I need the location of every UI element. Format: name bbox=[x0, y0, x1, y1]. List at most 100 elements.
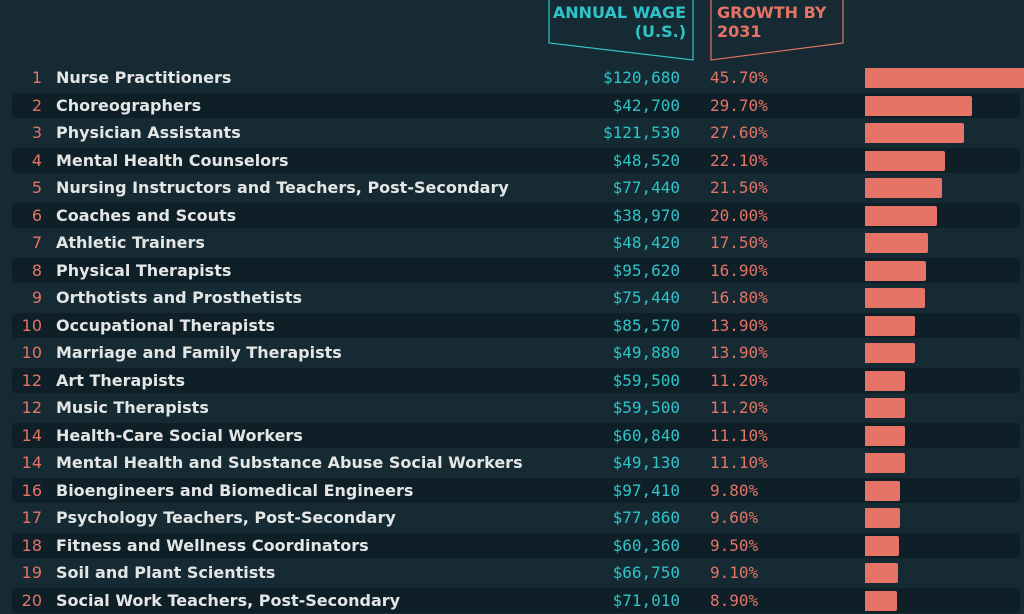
annual-wage-value: $38,970 bbox=[612, 205, 680, 225]
growth-value: 9.10% bbox=[710, 563, 759, 582]
rank-label: 12 bbox=[21, 370, 42, 390]
rank-label: 16 bbox=[21, 480, 42, 500]
table-row: 16 Bioengineers and Biomedical Engineers $… bbox=[0, 477, 1024, 505]
growth-value: 17.50% bbox=[710, 233, 768, 252]
growth-bar bbox=[865, 398, 906, 418]
growth-bar bbox=[865, 95, 972, 116]
rank-label: 18 bbox=[21, 535, 42, 555]
growth-value: 11.10% bbox=[710, 453, 768, 472]
annual-wage-value: $60,840 bbox=[612, 425, 680, 445]
rank-label: 3 bbox=[31, 123, 42, 142]
growth-header: GROWTH BY 2031 bbox=[710, 0, 844, 62]
table-row: 12 Art Therapists $59,500 11.20% bbox=[0, 367, 1024, 395]
growth-bar bbox=[865, 590, 898, 611]
growth-value: 13.90% bbox=[710, 343, 768, 362]
growth-header-line2: 2031 bbox=[717, 22, 762, 41]
occupation-name: Physician Assistants bbox=[56, 123, 241, 142]
occupation-name: Fitness and Wellness Coordinators bbox=[56, 535, 369, 555]
occupation-name: Coaches and Scouts bbox=[56, 205, 237, 225]
table-row: 14 Mental Health and Substance Abuse Soci… bbox=[0, 449, 1024, 477]
growth-value: 45.70% bbox=[710, 68, 768, 87]
annual-wage-value: $48,520 bbox=[612, 150, 680, 170]
growth-bar bbox=[865, 233, 928, 253]
occupation-name: Psychology Teachers, Post-Secondary bbox=[56, 508, 396, 527]
growth-value: 27.60% bbox=[710, 123, 768, 142]
growth-bar bbox=[865, 150, 945, 171]
occupation-name: Art Therapists bbox=[56, 370, 185, 390]
growth-header-line1: GROWTH BY bbox=[717, 3, 827, 22]
occupation-name: Social Work Teachers, Post-Secondary bbox=[56, 590, 401, 610]
growth-value: 21.50% bbox=[710, 178, 768, 197]
rank-label: 12 bbox=[21, 398, 42, 417]
table-row: 19 Soil and Plant Scientists $66,750 9.10% bbox=[0, 559, 1024, 587]
growth-bar bbox=[865, 315, 916, 336]
rank-label: 14 bbox=[21, 425, 42, 445]
annual-wage-header: ANNUAL WAGE (U.S.) bbox=[548, 0, 694, 62]
growth-bar bbox=[865, 508, 900, 528]
rank-label: 10 bbox=[21, 343, 42, 362]
rank-label: 5 bbox=[31, 178, 42, 197]
occupation-name: Health-Care Social Workers bbox=[56, 425, 303, 445]
growth-bar bbox=[865, 480, 901, 501]
occupation-name: Music Therapists bbox=[56, 398, 209, 417]
table-row: 10 Occupational Therapists $85,570 13.90% bbox=[0, 312, 1024, 340]
occupation-name: Marriage and Family Therapists bbox=[56, 343, 342, 362]
table-row: 20 Social Work Teachers, Post-Secondary $7… bbox=[0, 587, 1024, 614]
annual-wage-value: $77,860 bbox=[612, 508, 680, 527]
annual-wage-value: $120,680 bbox=[602, 68, 680, 87]
growth-bar bbox=[865, 370, 906, 391]
growth-bar bbox=[865, 535, 900, 556]
growth-bar bbox=[865, 288, 926, 308]
occupation-name: Soil and Plant Scientists bbox=[56, 563, 276, 582]
occupation-name: Mental Health and Substance Abuse Social… bbox=[56, 453, 523, 472]
growth-value: 16.80% bbox=[710, 288, 768, 307]
table-row: 7 Athletic Trainers $48,420 17.50% bbox=[0, 229, 1024, 257]
rank-label: 2 bbox=[31, 95, 42, 115]
annual-wage-value: $75,440 bbox=[612, 288, 680, 307]
occupation-name: Nurse Practitioners bbox=[56, 68, 232, 87]
growth-value: 11.20% bbox=[710, 398, 768, 417]
annual-wage-value: $95,620 bbox=[612, 260, 680, 280]
growth-bar bbox=[865, 563, 898, 583]
table-row: 12 Music Therapists $59,500 11.20% bbox=[0, 394, 1024, 422]
annual-wage-value: $77,440 bbox=[612, 178, 680, 197]
table-row: 4 Mental Health Counselors $48,520 22.10% bbox=[0, 147, 1024, 175]
table-row: 18 Fitness and Wellness Coordinators $60,3… bbox=[0, 532, 1024, 560]
rank-label: 14 bbox=[21, 453, 42, 472]
table-row: 17 Psychology Teachers, Post-Secondary $77… bbox=[0, 504, 1024, 532]
annual-wage-value: $42,700 bbox=[612, 95, 680, 115]
annual-wage-value: $59,500 bbox=[612, 370, 680, 390]
table-row: 8 Physical Therapists $95,620 16.90% bbox=[0, 257, 1024, 285]
occupation-name: Occupational Therapists bbox=[56, 315, 276, 335]
occupation-table: 1 Nurse Practitioners $120,680 45.70% 2 Chore… bbox=[0, 64, 1024, 614]
annual-wage-value: $71,010 bbox=[612, 590, 680, 610]
annual-wage-value: $48,420 bbox=[612, 233, 680, 252]
growth-bar bbox=[865, 123, 965, 143]
table-row: 3 Physician Assistants $121,530 27.60% bbox=[0, 119, 1024, 147]
table-row: 10 Marriage and Family Therapists $49,880 1… bbox=[0, 339, 1024, 367]
growth-value: 11.20% bbox=[710, 370, 768, 390]
annual-wage-value: $59,500 bbox=[612, 398, 680, 417]
occupation-name: Bioengineers and Biomedical Engineers bbox=[56, 480, 414, 500]
growth-value: 8.90% bbox=[710, 590, 759, 610]
rank-label: 19 bbox=[21, 563, 42, 582]
growth-value: 9.80% bbox=[710, 480, 759, 500]
annual-wage-value: $121,530 bbox=[602, 123, 680, 142]
growth-bar bbox=[865, 205, 937, 226]
table-row: 9 Orthotists and Prosthetists $75,440 16.80… bbox=[0, 284, 1024, 312]
occupation-name: Nursing Instructors and Teachers, Post-S… bbox=[56, 178, 509, 197]
annual-wage-value: $85,570 bbox=[612, 315, 680, 335]
occupation-name: Mental Health Counselors bbox=[56, 150, 289, 170]
rank-label: 9 bbox=[31, 288, 42, 307]
annual-wage-value: $66,750 bbox=[612, 563, 680, 582]
growth-bar bbox=[865, 260, 926, 281]
rank-label: 10 bbox=[21, 315, 42, 335]
rank-label: 6 bbox=[31, 205, 42, 225]
growth-value: 13.90% bbox=[710, 315, 768, 335]
rank-label: 1 bbox=[31, 68, 42, 87]
occupation-name: Athletic Trainers bbox=[56, 233, 205, 252]
growth-bar bbox=[865, 425, 905, 446]
table-row: 2 Choreographers $42,700 29.70% bbox=[0, 92, 1024, 120]
growth-value: 20.00% bbox=[710, 205, 768, 225]
growth-value: 9.50% bbox=[710, 535, 759, 555]
